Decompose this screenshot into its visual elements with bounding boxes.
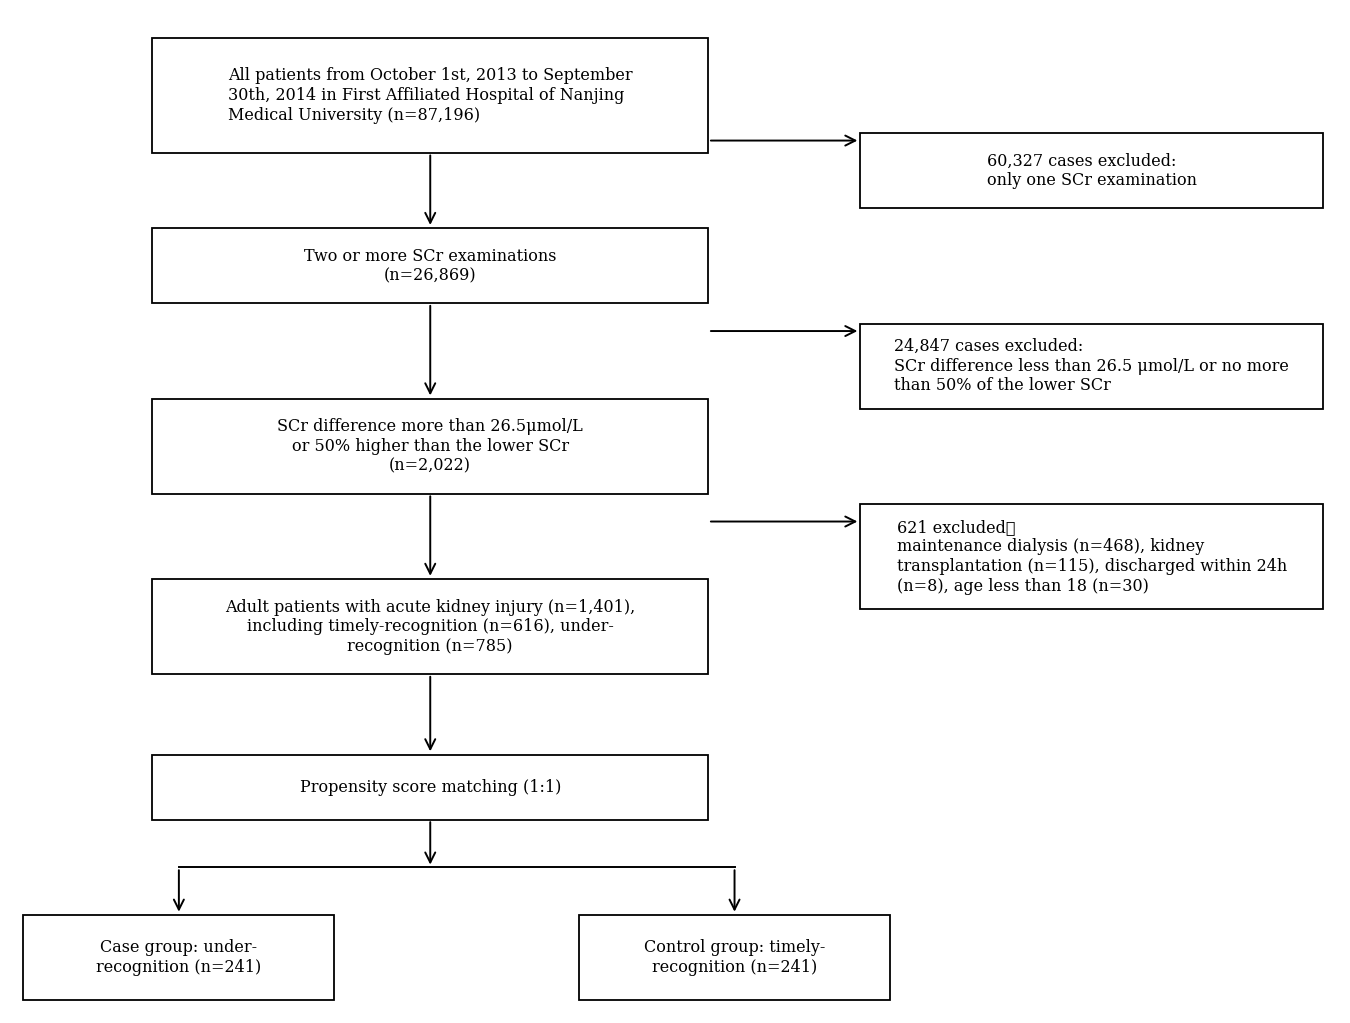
FancyBboxPatch shape: [23, 915, 335, 1000]
FancyBboxPatch shape: [153, 579, 707, 674]
FancyBboxPatch shape: [153, 399, 707, 494]
Text: Adult patients with acute kidney injury (n=1,401),
including timely-recognition : Adult patients with acute kidney injury …: [225, 598, 636, 655]
Text: 24,847 cases excluded:
SCr difference less than 26.5 μmol/L or no more
than 50% : 24,847 cases excluded: SCr difference le…: [894, 338, 1289, 394]
Text: All patients from October 1st, 2013 to September
30th, 2014 in First Affiliated : All patients from October 1st, 2013 to S…: [228, 68, 633, 124]
Text: SCr difference more than 26.5μmol/L
or 50% higher than the lower SCr
(n=2,022): SCr difference more than 26.5μmol/L or 5…: [277, 418, 583, 475]
Text: Control group: timely-
recognition (n=241): Control group: timely- recognition (n=24…: [644, 939, 825, 976]
Text: Propensity score matching (1:1): Propensity score matching (1:1): [300, 779, 562, 796]
Text: 621 excluded：
maintenance dialysis (n=468), kidney
transplantation (n=115), disc: 621 excluded： maintenance dialysis (n=46…: [896, 519, 1287, 594]
Text: Case group: under-
recognition (n=241): Case group: under- recognition (n=241): [96, 939, 262, 976]
FancyBboxPatch shape: [153, 755, 707, 819]
FancyBboxPatch shape: [579, 915, 890, 1000]
Text: 60,327 cases excluded:
only one SCr examination: 60,327 cases excluded: only one SCr exam…: [987, 152, 1196, 189]
Text: Two or more SCr examinations
(n=26,869): Two or more SCr examinations (n=26,869): [304, 248, 556, 284]
FancyBboxPatch shape: [153, 228, 707, 304]
FancyBboxPatch shape: [860, 323, 1323, 409]
FancyBboxPatch shape: [860, 504, 1323, 610]
FancyBboxPatch shape: [153, 38, 707, 153]
FancyBboxPatch shape: [860, 133, 1323, 209]
